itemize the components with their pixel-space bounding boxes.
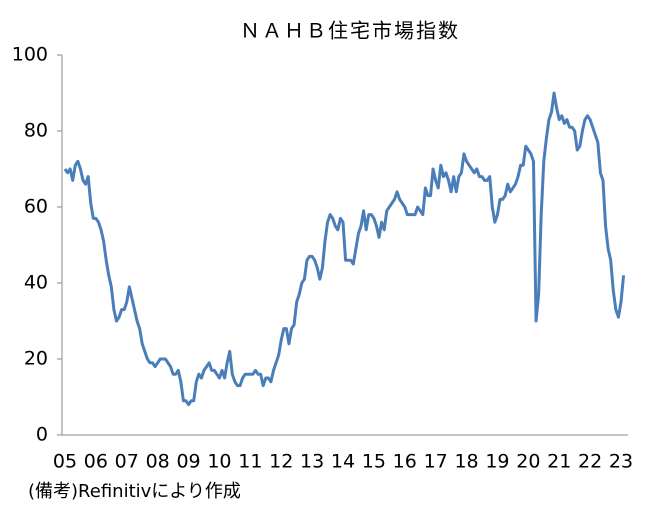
x-tick-label: 06: [84, 451, 108, 473]
x-tick-label: 08: [146, 451, 170, 473]
x-tick-label: 05: [53, 451, 77, 473]
x-tick-label: 07: [115, 451, 139, 473]
x-tick-label: 13: [300, 451, 324, 473]
x-tick-label: 10: [207, 451, 231, 473]
y-tick-label: 100: [12, 44, 48, 66]
x-tick-label: 21: [547, 451, 571, 473]
chart-title: ＮＡＨＢ住宅市場指数: [240, 19, 460, 43]
x-tick-label: 12: [269, 451, 293, 473]
y-tick-label: 40: [24, 272, 48, 294]
y-tick-label: 20: [24, 348, 48, 370]
x-tick-label: 09: [176, 451, 200, 473]
x-tick-label: 14: [331, 451, 355, 473]
y-tick-label: 0: [36, 424, 48, 446]
x-tick-label: 22: [578, 451, 602, 473]
source-note: (備考)Refinitivにより作成: [28, 481, 241, 502]
x-tick-label: 11: [238, 451, 262, 473]
data-line: [63, 91, 626, 407]
y-tick-label: 60: [24, 196, 48, 218]
x-tick-label: 23: [609, 451, 633, 473]
y-tick-label: 80: [24, 120, 48, 142]
x-tick-label: 17: [424, 451, 448, 473]
x-tick-label: 18: [454, 451, 478, 473]
x-tick-label: 19: [485, 451, 509, 473]
x-tick-label: 20: [516, 451, 540, 473]
x-tick-label: 15: [362, 451, 386, 473]
x-tick-label: 16: [393, 451, 417, 473]
